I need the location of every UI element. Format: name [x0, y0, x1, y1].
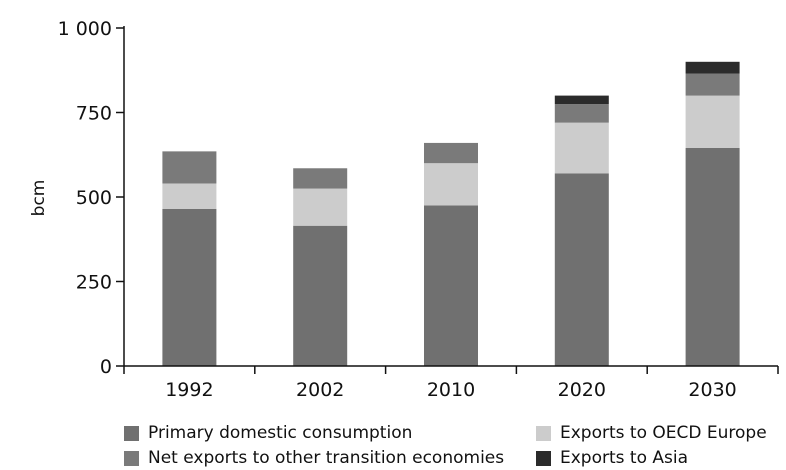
y-tick-label-250: 250	[76, 272, 112, 294]
bar-2030-net-exports-to-other-transition-economies	[685, 73, 740, 96]
x-tick-label-1992: 1992	[165, 379, 213, 401]
axes-group: 1992 2002 2010 2020 2030 0 250 500 750 1 000	[58, 18, 779, 401]
y-tick-label-1000: 1 000	[58, 18, 112, 40]
bar-1992-net-exports-to-other-transition-economies	[162, 151, 217, 184]
bar-2002-exports-to-oecd-europe	[293, 188, 348, 226]
legend-swatch-primary-domestic-consumption	[124, 425, 139, 441]
x-tick-label-2002: 2002	[296, 379, 344, 401]
stacked-bar-chart: 1992 2002 2010 2020 2030 0 250 500 750 1 000 bcm	[29, 18, 779, 401]
bar-2002-net-exports-to-other-transition-economies	[293, 168, 348, 189]
bar-2020-net-exports-to-other-transition-economies	[554, 104, 609, 123]
bar-2020-primary-domestic-consumption	[554, 173, 609, 366]
bar-1992-primary-domestic-consumption	[162, 208, 217, 366]
x-tick-label-2030: 2030	[688, 379, 736, 401]
legend-item-primary-domestic-consumption: Primary domestic consumption	[124, 423, 412, 443]
bar-2010-primary-domestic-consumption	[424, 205, 478, 366]
bar-2020-exports-to-oecd-europe	[554, 122, 609, 174]
bar-2020-exports-to-asia	[554, 95, 609, 105]
legend-item-exports-oecd-europe: Exports to OECD Europe	[536, 423, 767, 443]
legend-swatch-net-exports-transition	[124, 450, 139, 466]
bar-2030-exports-to-oecd-europe	[685, 95, 740, 148]
legend-item-exports-asia: Exports to Asia	[536, 448, 688, 468]
y-tick-label-750: 750	[76, 103, 112, 125]
legend-label-net-exports-transition: Net exports to other transition economie…	[148, 448, 505, 468]
y-axis-title: bcm	[29, 180, 49, 217]
bar-2030-exports-to-asia	[685, 61, 740, 74]
legend-label-exports-oecd-europe: Exports to OECD Europe	[560, 423, 767, 443]
y-tick-label-0: 0	[100, 356, 112, 378]
bars-group	[162, 61, 740, 366]
bar-2030-primary-domestic-consumption	[685, 147, 740, 366]
legend-swatch-exports-asia	[536, 450, 551, 466]
x-tick-label-2010: 2010	[427, 379, 475, 401]
legend: Primary domestic consumption Exports to …	[118, 420, 786, 470]
bar-2010-net-exports-to-other-transition-economies	[424, 142, 478, 164]
y-tick-label-500: 500	[76, 187, 112, 209]
x-tick-label-2020: 2020	[558, 379, 606, 401]
legend-label-primary-domestic-consumption: Primary domestic consumption	[148, 423, 413, 443]
legend-item-net-exports-transition: Net exports to other transition economie…	[124, 448, 504, 468]
bar-1992-exports-to-oecd-europe	[162, 183, 217, 209]
bar-2010-exports-to-oecd-europe	[424, 163, 478, 206]
legend-swatch-exports-oecd-europe	[536, 425, 551, 441]
bar-2002-primary-domestic-consumption	[293, 225, 348, 366]
legend-label-exports-asia: Exports to Asia	[560, 448, 689, 468]
